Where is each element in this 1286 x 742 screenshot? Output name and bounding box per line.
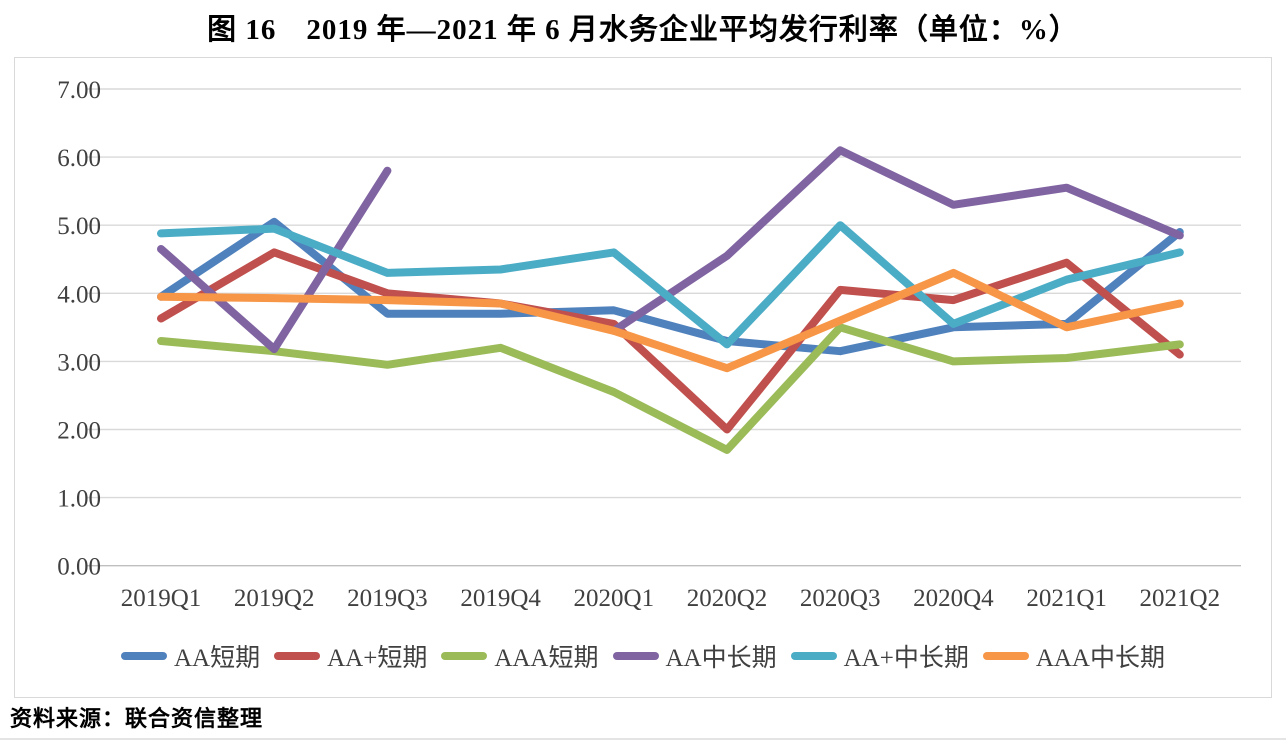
legend-item-5: AAA中长期 [982,638,1165,674]
x-tick-label: 2020Q4 [913,585,994,612]
line-chart: 0.00 1.00 2.00 3.00 4.00 5.00 6.00 7.00 2019Q1 20… [57,77,1241,612]
legend-item-0: AA短期 [121,638,260,674]
x-tick-label: 2021Q1 [1026,585,1107,612]
legend-item-3: AA中长期 [612,638,777,674]
x-tick-label: 2020Q2 [687,585,768,612]
y-tick-label: 4.00 [57,281,101,308]
legend-line-swatch [612,652,659,660]
legend-item-2: AAA短期 [441,638,599,674]
legend-label: AA中长期 [665,645,777,672]
y-tick-label: 7.00 [57,77,101,104]
chart-frame: 0.00 1.00 2.00 3.00 4.00 5.00 6.00 7.00 2019Q1 20… [14,57,1272,698]
legend-label: AAA短期 [494,645,599,672]
x-tick-label: 2019Q2 [234,585,315,612]
source-note: 资料来源：联合资信整理 [10,706,264,731]
y-tick-label: 2.00 [57,418,101,445]
y-tick-label: 0.00 [57,554,101,581]
series-line-3 [609,146,1184,335]
series-line-0 [157,217,1184,356]
x-tick-label: 2020Q3 [800,585,881,612]
y-tick-label: 3.00 [57,349,101,376]
legend-label: AA短期 [174,645,261,672]
series-line-3 [157,166,392,354]
legend-line-swatch [982,652,1029,660]
y-tick-label: 5.00 [57,213,101,240]
chart-title: 图 16 2019 年—2021 年 6 月水务企业平均发行利率（单位：%） [207,14,1079,46]
legend-line-swatch [274,652,321,660]
chart-legend: AA短期 AA+短期 AAA短期 AA中长期 AA+中长期 AAA中长期 [15,633,1271,697]
y-tick-label: 6.00 [57,145,101,172]
series-line-2 [157,323,1184,454]
x-tick-label: 2019Q1 [121,585,202,612]
legend-line-swatch [441,652,488,660]
legend-label: AA+短期 [327,645,428,672]
legend-item-4: AA+中长期 [790,638,969,674]
y-tick-label: 1.00 [57,486,101,513]
legend-line-swatch [121,652,167,660]
x-tick-label: 2019Q4 [460,585,541,612]
x-tick-label: 2019Q3 [347,585,428,612]
legend-line-swatch [790,652,837,660]
legend-label: AAA中长期 [1035,645,1165,672]
series-line-1 [157,248,1184,434]
x-tick-label: 2020Q1 [574,585,655,612]
legend-item-1: AA+短期 [274,638,427,674]
series-line-5 [157,268,1184,373]
legend-label: AA+中长期 [843,645,969,672]
bottom-divider [0,738,1286,740]
x-tick-label: 2021Q2 [1140,585,1221,612]
